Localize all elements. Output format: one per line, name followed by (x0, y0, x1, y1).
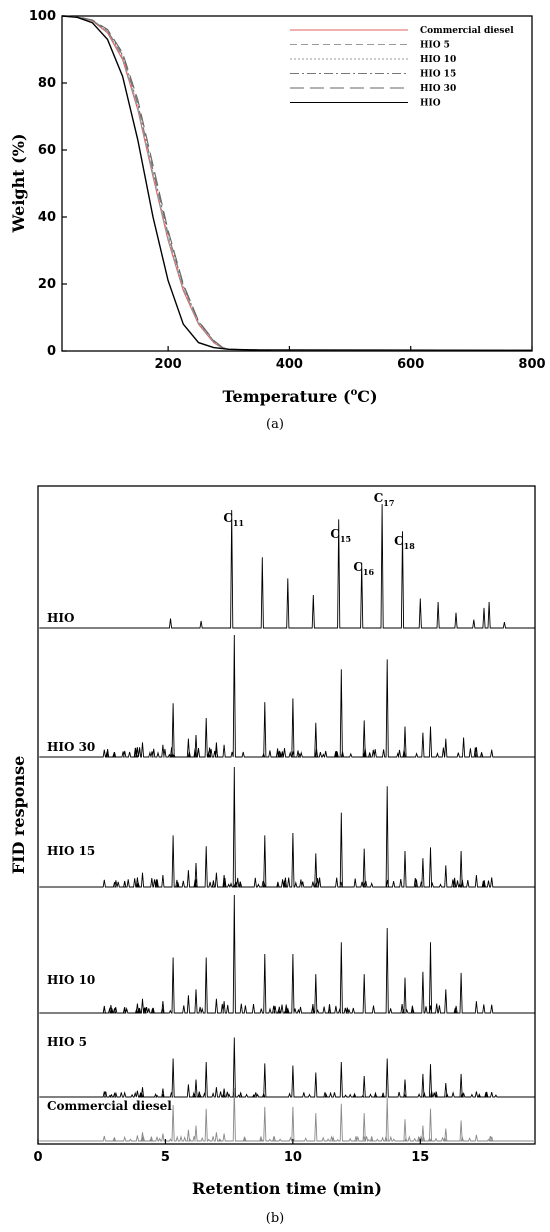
gc-peak-label-base: C (394, 534, 404, 548)
tga-legend-label: HIO 15 (420, 70, 456, 80)
tga-series-group (61, 15, 533, 351)
tga-chart: 0 20 40 60 80 100 200 400 600 800 Commercial die… (9, 9, 546, 432)
gc-x-tick-label: 0 (33, 1150, 42, 1165)
gc-peak-label-sub: 15 (340, 534, 351, 544)
gc-trace-label: Commercial diesel (47, 1099, 172, 1113)
tga-legend-label: HIO 5 (420, 41, 450, 51)
gc-peak-label-sub: 16 (363, 567, 375, 577)
tga-legend-label: HIO 30 (420, 84, 456, 94)
gc-peak-label-sub: 17 (383, 498, 394, 508)
gc-trace (39, 504, 535, 629)
gc-peak-label: C11 (223, 511, 244, 528)
gc-caption: (b) (266, 1211, 284, 1226)
gc-trace-label: HIO 5 (47, 1035, 87, 1049)
gc-x-axis-label: Retention time (min) (192, 1179, 382, 1198)
tga-legend: Commercial diesel HIO 5 HIO 10 HIO 15 HIO 30… (290, 26, 514, 109)
gc-trace-label: HIO 10 (47, 973, 95, 987)
gc-peak-label-base: C (223, 511, 233, 525)
gc-trace-label: HIO (47, 611, 74, 625)
gc-peak-label: C15 (330, 527, 351, 544)
gc-x-tick-label: 5 (161, 1150, 170, 1165)
gc-x-ticks: 0 5 10 15 (33, 1139, 429, 1165)
tga-x-axis-label-sup: o (351, 387, 358, 398)
gc-trace (39, 894, 535, 1014)
gc-peak-label-sub: 11 (233, 518, 244, 528)
tga-x-tick-label: 600 (397, 357, 424, 372)
tga-x-axis-label: Temperature (oC) (222, 387, 377, 406)
gc-traces-group (39, 504, 535, 1142)
gc-peak-label: C16 (353, 560, 374, 577)
tga-series-line (61, 15, 533, 351)
tga-legend-label: Commercial diesel (420, 26, 514, 36)
tga-y-axis-label: Weight (%) (9, 133, 28, 233)
tga-series-line (61, 15, 533, 351)
tga-series-line (61, 15, 533, 351)
gc-x-tick-label: 15 (411, 1150, 429, 1165)
gc-x-tick-label: 10 (284, 1150, 302, 1165)
tga-y-tick-label: 60 (38, 143, 56, 158)
tga-y-tick-label: 40 (38, 210, 56, 225)
tga-y-tick-label: 20 (38, 277, 56, 292)
gc-trace-label: HIO 15 (47, 844, 95, 858)
gc-peak-label-base: C (374, 491, 384, 505)
gc-peak-label-base: C (353, 560, 363, 574)
tga-plot-frame (61, 15, 533, 352)
tga-y-tick-label: 0 (47, 344, 56, 359)
gc-peak-label: C17 (374, 491, 395, 508)
gc-y-axis-label: FID response (9, 756, 28, 875)
tga-legend-label: HIO (420, 99, 441, 109)
tga-y-tick-label: 100 (29, 9, 56, 24)
tga-y-ticks: 0 20 40 60 80 100 (29, 9, 67, 359)
tga-x-tick-label: 200 (155, 357, 182, 372)
gc-trace (39, 1037, 535, 1098)
tga-x-tick-label: 800 (518, 357, 545, 372)
tga-x-axis-label-end: C) (357, 387, 377, 406)
tga-series-line (61, 15, 533, 351)
gc-trace-label: HIO 30 (47, 740, 95, 754)
gc-trace (39, 766, 535, 888)
gc-plot-frame (37, 485, 536, 1145)
gc-peak-label-base: C (330, 527, 340, 541)
tga-series-line (61, 15, 533, 351)
gc-peak-label: C18 (394, 534, 415, 551)
tga-x-tick-label: 400 (276, 357, 303, 372)
tga-series-line (61, 15, 533, 351)
gc-trace (39, 1087, 535, 1142)
tga-y-tick-label: 80 (38, 76, 56, 91)
gc-trace-labels: HIO HIO 30 HIO 15 HIO 10 HIO 5 Commercial die… (47, 611, 172, 1113)
tga-x-axis-label-main: Temperature ( (222, 387, 350, 406)
gc-trace (39, 634, 535, 758)
tga-legend-label: HIO 10 (420, 55, 456, 65)
gc-chart: HIO HIO 30 HIO 15 HIO 10 HIO 5 Commercial die… (9, 485, 536, 1226)
tga-x-ticks: 200 400 600 800 (155, 346, 546, 372)
tga-caption: (a) (266, 417, 284, 432)
gc-peak-label-sub: 18 (404, 541, 416, 551)
